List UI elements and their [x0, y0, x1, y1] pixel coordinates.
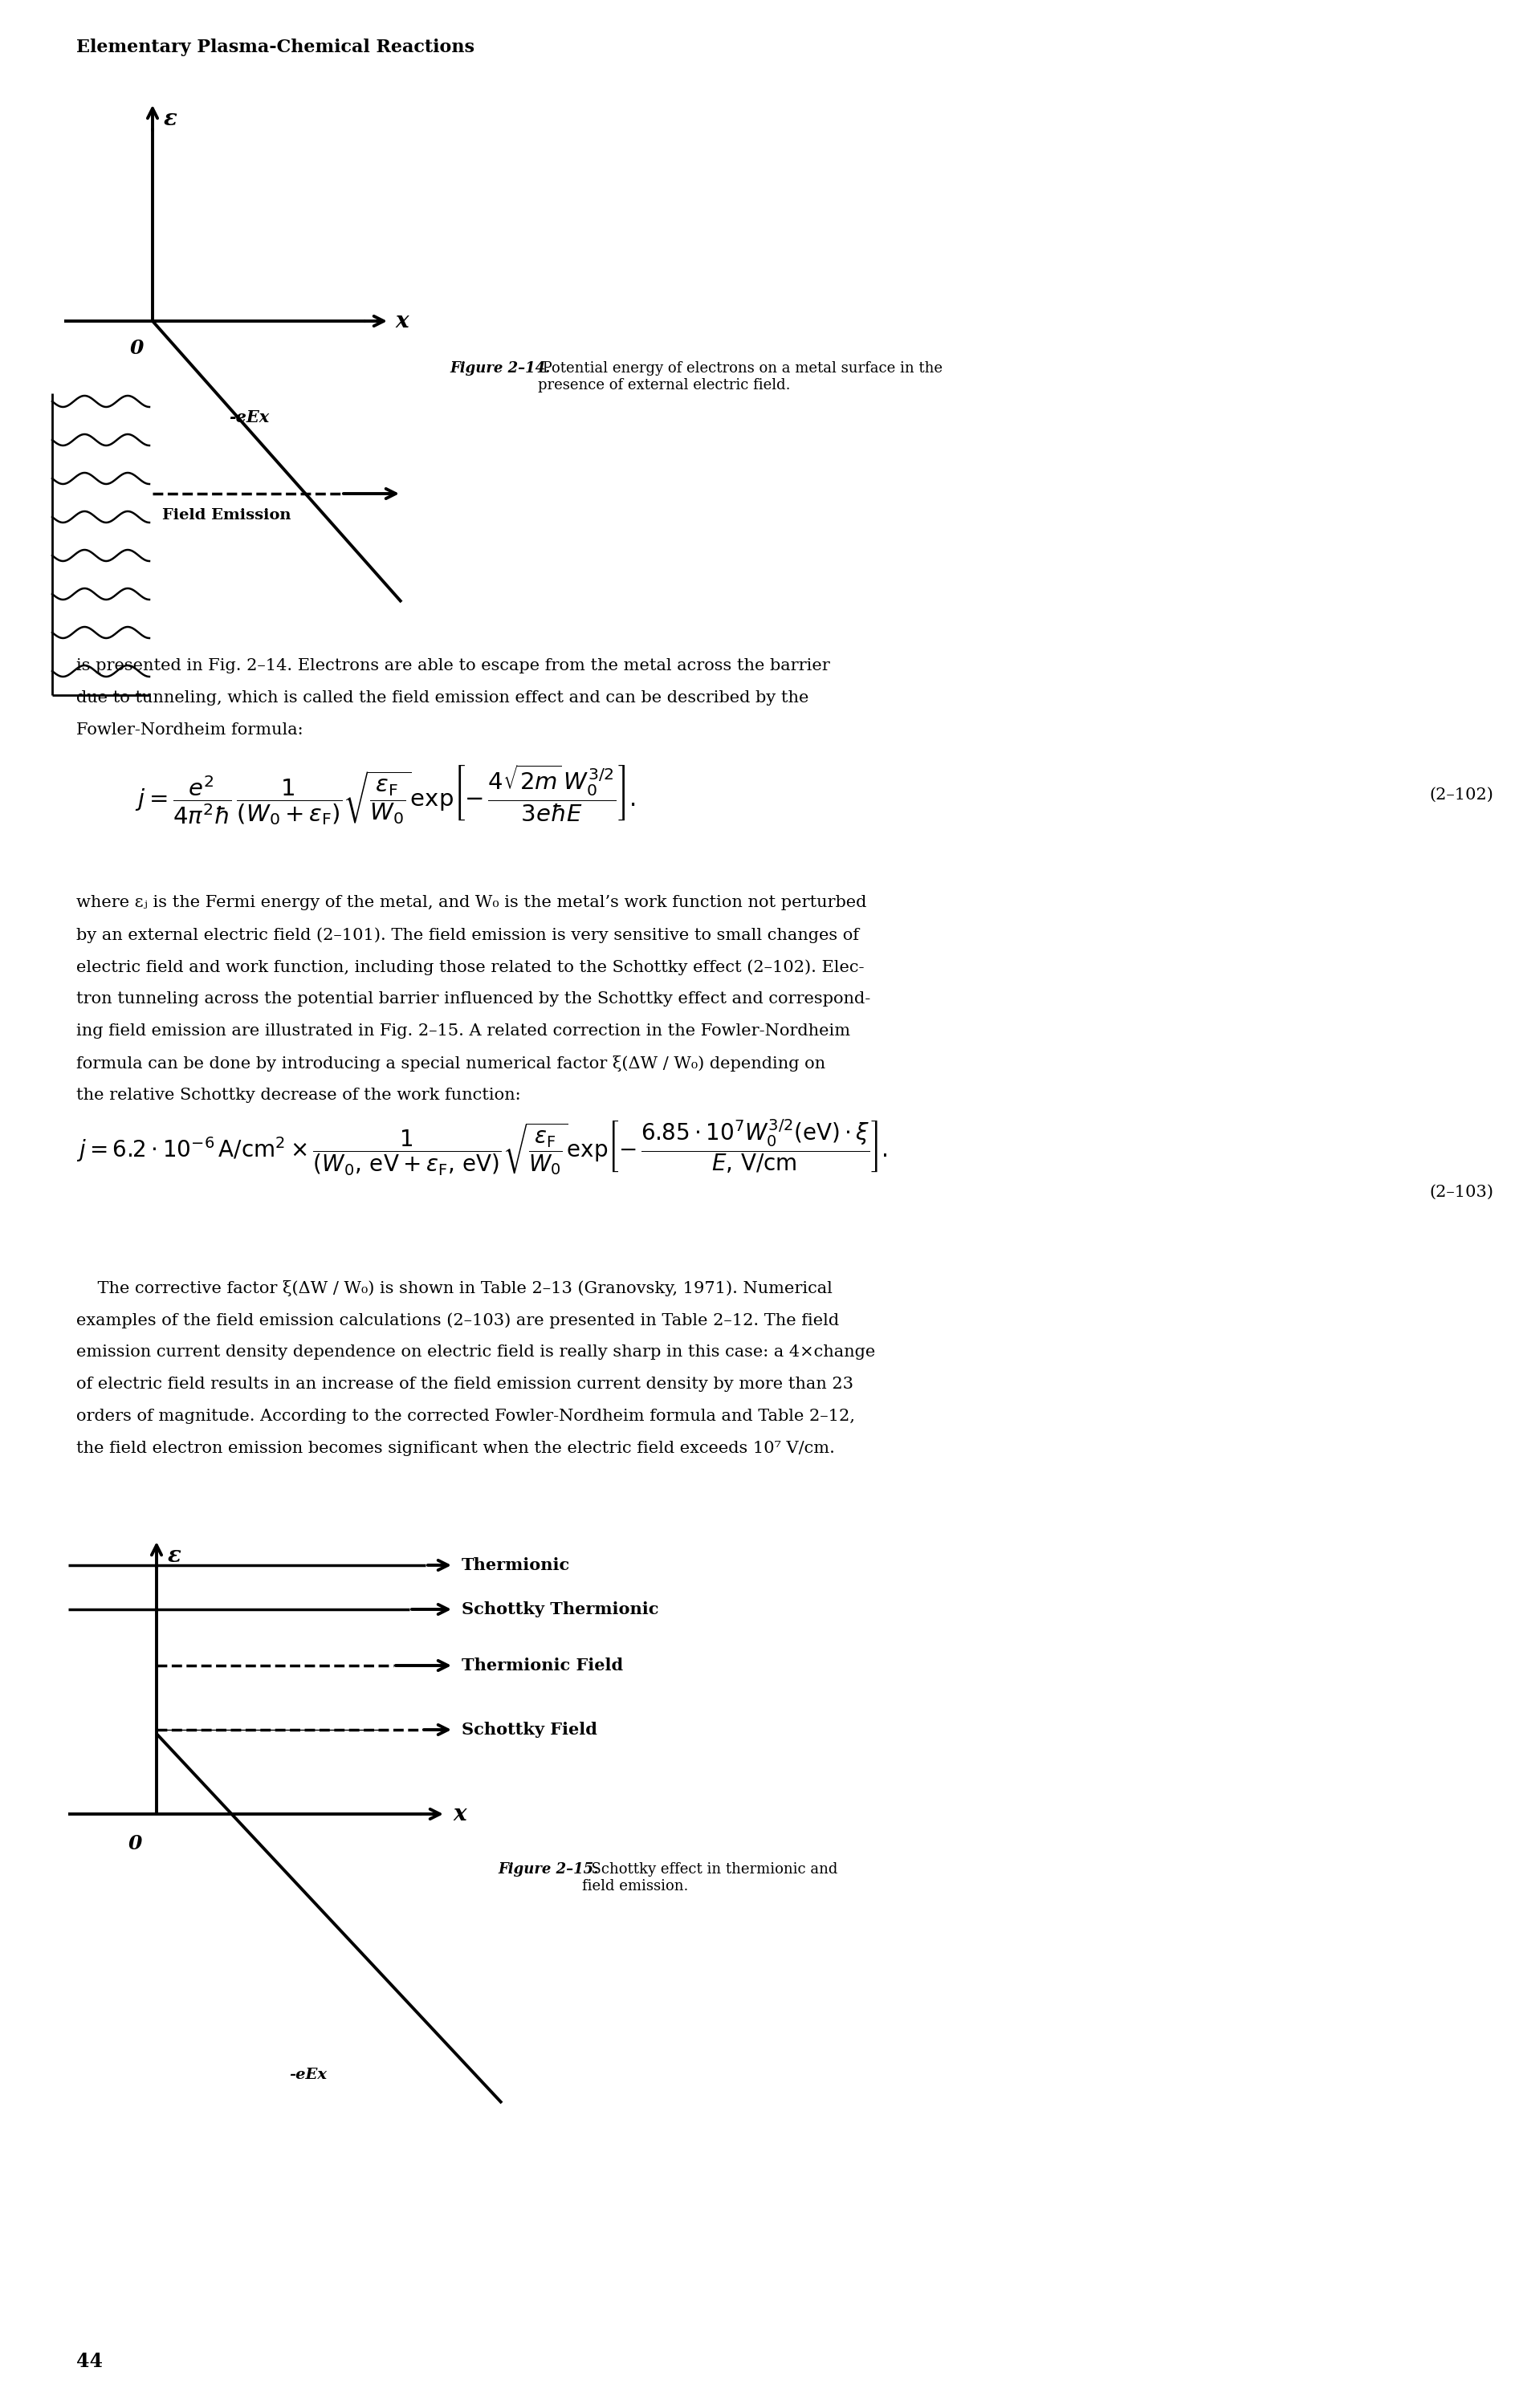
Text: Elementary Plasma-Chemical Reactions: Elementary Plasma-Chemical Reactions	[76, 39, 474, 55]
Text: Thermionic: Thermionic	[462, 1558, 570, 1572]
Text: Figure 2–15.: Figure 2–15.	[498, 1861, 598, 1876]
Text: x: x	[453, 1804, 466, 1825]
Text: x: x	[395, 311, 409, 332]
Text: ε: ε	[164, 108, 178, 130]
Text: ε: ε	[167, 1546, 181, 1568]
Text: electric field and work function, including those related to the Schottky effect: electric field and work function, includ…	[76, 958, 864, 975]
Text: Fowler-Nordheim formula:: Fowler-Nordheim formula:	[76, 722, 304, 737]
Text: The corrective factor ξ(ΔW / W₀) is shown in Table 2–13 (Granovsky, 1971). Numer: The corrective factor ξ(ΔW / W₀) is show…	[76, 1281, 832, 1296]
Text: the relative Schottky decrease of the work function:: the relative Schottky decrease of the wo…	[76, 1088, 521, 1103]
Text: $j = \dfrac{e^{2}}{4\pi^{2}\hbar}\,\dfrac{1}{(W_{0}+\varepsilon_{\mathrm{F}})}\s: $j = \dfrac{e^{2}}{4\pi^{2}\hbar}\,\dfra…	[135, 763, 636, 826]
Text: examples of the field emission calculations (2–103) are presented in Table 2–12.: examples of the field emission calculati…	[76, 1312, 838, 1329]
Text: Figure 2–14.: Figure 2–14.	[450, 361, 550, 376]
Text: 0: 0	[131, 340, 144, 359]
Text: Schottky Thermionic: Schottky Thermionic	[462, 1601, 659, 1618]
Text: formula can be done by introducing a special numerical factor ξ(ΔW / W₀) dependi: formula can be done by introducing a spe…	[76, 1055, 825, 1072]
Text: Field Emission: Field Emission	[163, 508, 292, 523]
Text: orders of magnitude. According to the corrected Fowler-Nordheim formula and Tabl: orders of magnitude. According to the co…	[76, 1409, 855, 1423]
Text: of electric field results in an increase of the field emission current density b: of electric field results in an increase…	[76, 1377, 854, 1392]
Text: by an external electric field (2–101). The field emission is very sensitive to s: by an external electric field (2–101). T…	[76, 927, 860, 944]
Text: tron tunneling across the potential barrier influenced by the Schottky effect an: tron tunneling across the potential barr…	[76, 992, 870, 1007]
Text: $j = 6.2\cdot 10^{-6}\,\mathrm{A/cm}^{2}\times\dfrac{1}{(W_{0},\,\mathrm{eV}+\va: $j = 6.2\cdot 10^{-6}\,\mathrm{A/cm}^{2}…	[76, 1117, 887, 1178]
Text: Thermionic Field: Thermionic Field	[462, 1657, 623, 1674]
Text: (2–102): (2–102)	[1429, 787, 1493, 802]
Text: Schottky Field: Schottky Field	[462, 1722, 597, 1739]
Text: is presented in Fig. 2–14. Electrons are able to escape from the metal across th: is presented in Fig. 2–14. Electrons are…	[76, 657, 829, 674]
Text: Potential energy of electrons on a metal surface in the
presence of external ele: Potential energy of electrons on a metal…	[538, 361, 943, 393]
Text: 0: 0	[129, 1835, 143, 1854]
Text: due to tunneling, which is called the field emission effect and can be described: due to tunneling, which is called the fi…	[76, 691, 808, 706]
Text: where εⱼ is the Fermi energy of the metal, and W₀ is the metal’s work function n: where εⱼ is the Fermi energy of the meta…	[76, 896, 866, 910]
Text: -eEx: -eEx	[229, 409, 269, 426]
Text: ing field emission are illustrated in Fig. 2–15. A related correction in the Fow: ing field emission are illustrated in Fi…	[76, 1023, 851, 1038]
Text: emission current density dependence on electric field is really sharp in this ca: emission current density dependence on e…	[76, 1344, 875, 1361]
Text: Schottky effect in thermionic and
field emission.: Schottky effect in thermionic and field …	[582, 1861, 837, 1893]
Text: the field electron emission becomes significant when the electric field exceeds : the field electron emission becomes sign…	[76, 1440, 835, 1457]
Text: -eEx: -eEx	[289, 2068, 327, 2083]
Text: (2–103): (2–103)	[1429, 1185, 1493, 1199]
Text: 44: 44	[76, 2353, 103, 2372]
